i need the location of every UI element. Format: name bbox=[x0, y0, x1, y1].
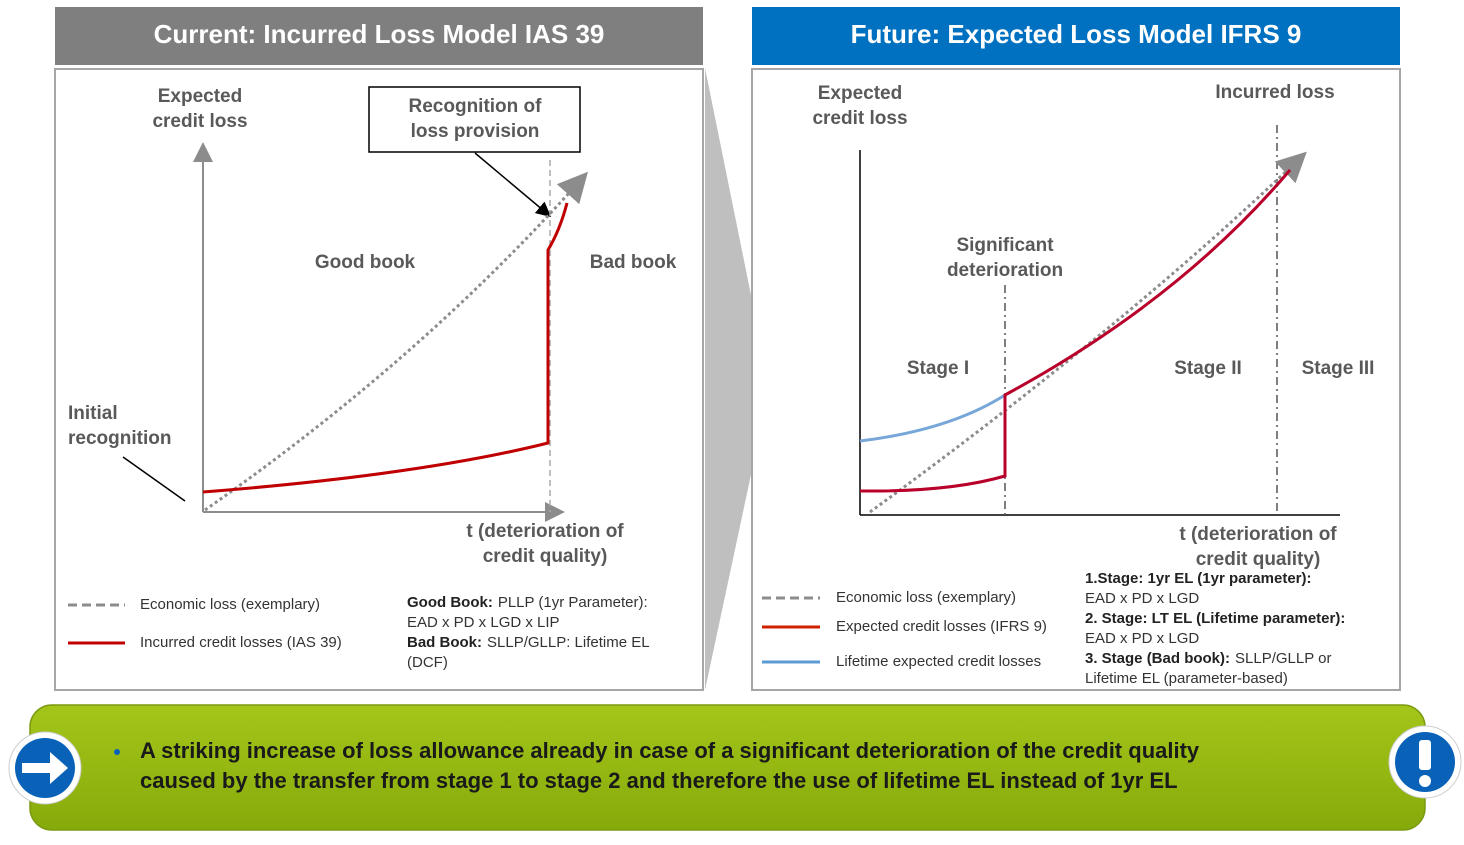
axis-label: credit loss bbox=[812, 108, 907, 129]
note-line: Good Book: PLLP (1yr Parameter): bbox=[407, 594, 648, 611]
notes: 1.Stage: 1yr EL (1yr parameter): EAD x PD… bbox=[1085, 570, 1345, 687]
note-bold: 2. Stage: LT EL (Lifetime parameter): bbox=[1085, 610, 1345, 627]
note-text: EAD x PD x LGD bbox=[1085, 590, 1199, 607]
notes: Good Book: PLLP (1yr Parameter): EAD x PD … bbox=[407, 594, 650, 671]
stage-label: Stage III bbox=[1302, 358, 1375, 379]
alert-glyph bbox=[1419, 740, 1431, 770]
incurred-loss-curve bbox=[202, 202, 569, 494]
note-line: Bad Book: SLLP/GLLP: Lifetime EL bbox=[407, 634, 650, 651]
note-text: (DCF) bbox=[407, 654, 448, 671]
lifetime-curve bbox=[859, 393, 1006, 443]
region-label: Good book bbox=[315, 252, 416, 273]
note-bold: Bad Book: bbox=[407, 634, 482, 651]
axis-label: Expected bbox=[158, 86, 242, 107]
note-line: 3. Stage (Bad book): SLLP/GLLP or bbox=[1085, 650, 1331, 667]
legend-label: Lifetime expected credit losses bbox=[836, 653, 1041, 670]
callout: Recognition of bbox=[409, 96, 543, 117]
region-label: Bad book bbox=[590, 252, 677, 273]
note-text: EAD x PD x LGD x LIP bbox=[407, 614, 560, 631]
footer-text: A striking increase of loss allowance al… bbox=[140, 738, 1200, 763]
note-line: (DCF) bbox=[407, 654, 448, 671]
legend-label: Economic loss (exemplary) bbox=[140, 596, 320, 613]
annotation: recognition bbox=[68, 428, 171, 449]
panel bbox=[54, 68, 704, 691]
arrow-glyph bbox=[22, 752, 68, 784]
axis-label: credit quality) bbox=[1196, 549, 1321, 570]
annotation: Significant bbox=[956, 235, 1054, 256]
annotation: Incurred loss bbox=[1215, 82, 1334, 103]
axis-label: credit loss bbox=[152, 111, 247, 132]
header: Future: Expected Loss Model IFRS 9 bbox=[851, 19, 1302, 49]
alert-glyph bbox=[1419, 775, 1431, 787]
note-line: 2. Stage: LT EL (Lifetime parameter): bbox=[1085, 610, 1345, 627]
header-bar bbox=[752, 7, 1400, 65]
axis-label: Expected bbox=[818, 83, 902, 104]
note-line: EAD x PD x LGD bbox=[1085, 590, 1199, 607]
axis-label: t (deterioration of bbox=[1179, 524, 1337, 545]
expected-loss-curve bbox=[859, 169, 1292, 493]
annotation: Initial bbox=[68, 403, 118, 424]
note-line: EAD x PD x LGD bbox=[1085, 630, 1199, 647]
axis-label: credit quality) bbox=[483, 546, 608, 567]
note-text: PLLP (1yr Parameter): bbox=[498, 594, 648, 611]
note-line: Lifetime EL (parameter-based) bbox=[1085, 670, 1288, 687]
connector bbox=[705, 68, 752, 690]
note-line: 1.Stage: 1yr EL (1yr parameter): bbox=[1085, 570, 1312, 587]
economic-loss-curve bbox=[869, 151, 1307, 514]
note-bold: 1.Stage: 1yr EL (1yr parameter): bbox=[1085, 570, 1312, 587]
footer-text: caused by the transfer from stage 1 to s… bbox=[140, 768, 1178, 793]
callout: loss provision bbox=[411, 121, 540, 142]
economic-loss-curve bbox=[204, 171, 588, 512]
legend-label: Economic loss (exemplary) bbox=[836, 589, 1016, 606]
legend-label: Expected credit losses (IFRS 9) bbox=[836, 618, 1047, 635]
note-text: SLLP/GLLP or bbox=[1235, 650, 1331, 667]
pointer bbox=[474, 152, 552, 217]
stage-label: Stage I bbox=[907, 358, 969, 379]
callout-box bbox=[368, 86, 581, 153]
note-text: SLLP/GLLP: Lifetime EL bbox=[487, 634, 650, 651]
note-text: EAD x PD x LGD bbox=[1085, 630, 1199, 647]
pointer bbox=[122, 456, 186, 502]
note-bold: Good Book: bbox=[407, 594, 493, 611]
header: Current: Incurred Loss Model IAS 39 bbox=[154, 19, 605, 49]
note-bold: 3. Stage (Bad book): bbox=[1085, 650, 1230, 667]
stage-label: Stage II bbox=[1174, 358, 1242, 379]
header-bar bbox=[55, 7, 703, 65]
bullet bbox=[114, 749, 120, 755]
annotation: deterioration bbox=[947, 260, 1063, 281]
legend-label: Incurred credit losses (IAS 39) bbox=[140, 634, 342, 651]
note-text: Lifetime EL (parameter-based) bbox=[1085, 670, 1288, 687]
note-line: EAD x PD x LGD x LIP bbox=[407, 614, 560, 631]
axis-label: t (deterioration of bbox=[466, 521, 624, 542]
